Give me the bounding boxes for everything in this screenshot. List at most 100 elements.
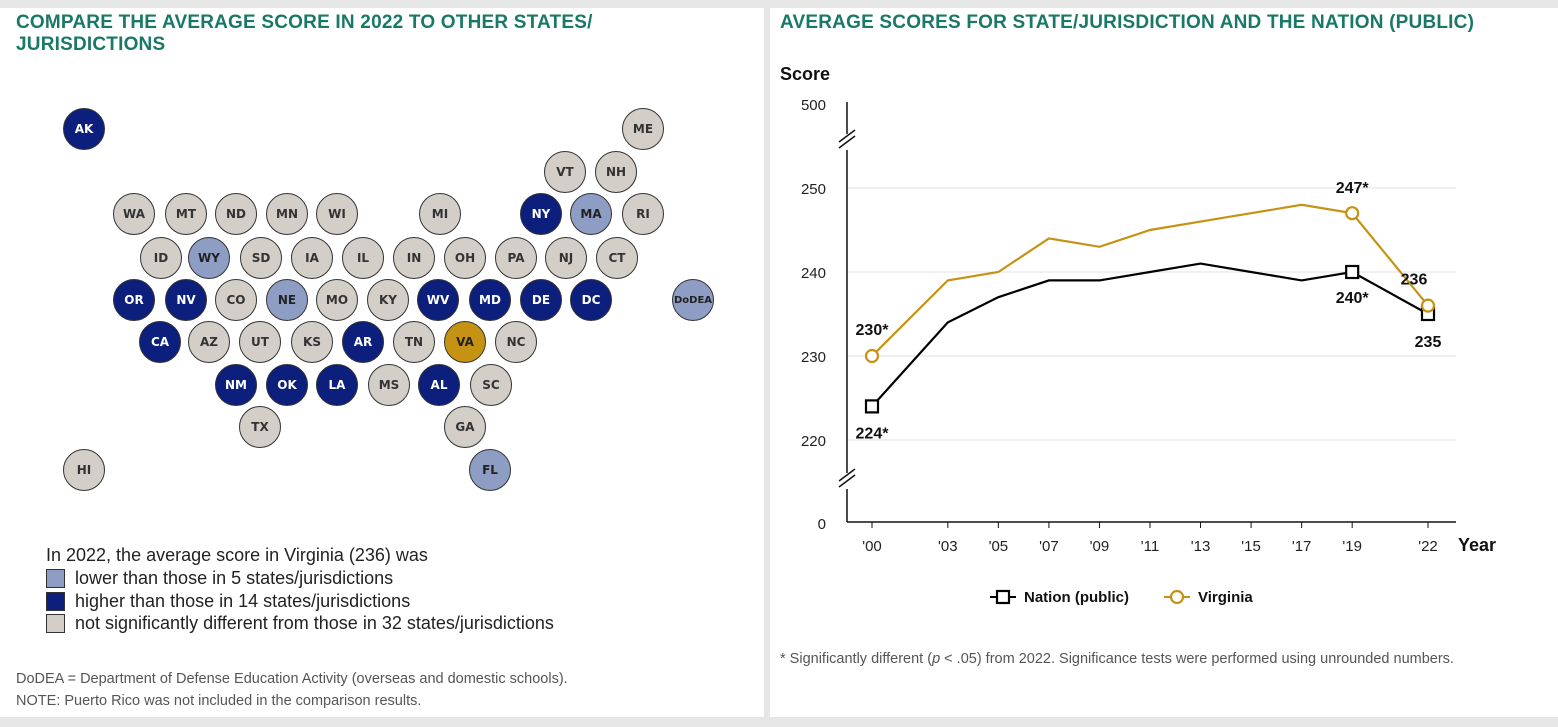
top-divider-right [770, 0, 1558, 8]
state-tile-co: CO [215, 279, 257, 321]
legend-swatch-higher [46, 592, 65, 611]
x-tick-label-2011: '11 [1141, 538, 1159, 555]
x-tick-label-2022: '22 [1418, 538, 1438, 555]
axis-break-upper-1 [838, 135, 856, 149]
state-tile-tx: TX [239, 406, 281, 448]
y-tick-label-220: 220 [801, 433, 826, 450]
state-tile-ky: KY [367, 279, 409, 321]
state-tile-wv: WV [417, 279, 459, 321]
note-dodea: DoDEA = Department of Defense Education … [16, 671, 568, 687]
state-tile-pa: PA [495, 237, 537, 279]
axis-break-lower-3 [838, 474, 856, 488]
state-tile-hi: HI [63, 449, 105, 491]
state-tile-mt: MT [165, 193, 207, 235]
state-tile-ia: IA [291, 237, 333, 279]
legend-text-lower: lower than those in 5 states/jurisdictio… [75, 568, 394, 588]
x-tick-label-2017: '17 [1292, 538, 1312, 555]
state-tile-ga: GA [444, 406, 486, 448]
top-divider-left [0, 0, 764, 8]
state-tile-va: VA [444, 321, 486, 363]
x-tick-label-2005: '05 [989, 538, 1009, 555]
state-tile-il: IL [342, 237, 384, 279]
data-label-virginia-2000: 230* [856, 322, 890, 339]
state-tile-wi: WI [316, 193, 358, 235]
state-tile-in: IN [393, 237, 435, 279]
legend-marker-nation [995, 589, 1011, 605]
bottom-divider-right [770, 717, 1558, 727]
x-tick-label-2007: '07 [1039, 538, 1059, 555]
state-tile-de: DE [520, 279, 562, 321]
y-axis-label: Score [780, 64, 830, 84]
state-tile-nm: NM [215, 364, 257, 406]
state-tile-sc: SC [470, 364, 512, 406]
x-axis-label: Year [1458, 535, 1496, 555]
map-panel-title: COMPARE THE AVERAGE SCORE IN 2022 TO OTH… [16, 12, 593, 55]
data-label-virginia-2022: 236 [1401, 272, 1428, 289]
state-tile-ak: AK [63, 108, 105, 150]
line-chart: Score 500 250 240 230 220 0 '00 '03 '05 '07 '09 '11 '… [780, 64, 1496, 606]
state-tile-sd: SD [240, 237, 282, 279]
data-label-nation-2000: 224* [856, 425, 890, 442]
state-tile-oh: OH [444, 237, 486, 279]
state-tile-fl: FL [469, 449, 511, 491]
data-label-nation-2019: 240* [1336, 290, 1370, 307]
state-tile-ks: KS [291, 321, 333, 363]
state-tile-or: OR [113, 279, 155, 321]
state-tile-az: AZ [188, 321, 230, 363]
legend-text-not-different: not significantly different from those i… [75, 613, 554, 633]
y-tick-label-250: 250 [801, 181, 826, 198]
legend-label-nation: Nation (public) [1024, 589, 1129, 606]
state-tile-dc: DC [570, 279, 612, 321]
series-line-virginia [871, 203, 1429, 357]
x-tick-label-2019: '19 [1342, 538, 1362, 555]
legend-item-not-different: not significantly different from those i… [46, 613, 554, 634]
state-tile-nd: ND [215, 193, 257, 235]
state-tile-vt: VT [544, 151, 586, 193]
legend-intro: In 2022, the average score in Virginia (… [46, 545, 428, 565]
legend-swatch-not-different [46, 614, 65, 633]
data-point-nation-2019 [1345, 264, 1360, 280]
state-tile-nh: NH [595, 151, 637, 193]
state-tile-me: ME [622, 108, 664, 150]
state-tile-mn: MN [266, 193, 308, 235]
state-tile-id: ID [140, 237, 182, 279]
panel-divider [764, 0, 770, 727]
state-tile-ct: CT [596, 237, 638, 279]
y-tick-label-500: 500 [801, 97, 826, 114]
state-tile-dodea: DoDEA [672, 279, 714, 321]
chart-footnote: * Significantly different (p < .05) from… [780, 650, 1520, 668]
state-tile-ne: NE [266, 279, 308, 321]
legend-item-higher: higher than those in 14 states/jurisdict… [46, 591, 410, 612]
state-tile-ut: UT [239, 321, 281, 363]
footnote-text: Significantly different (p < .05) from 2… [789, 651, 1454, 667]
data-point-virginia-2019 [1345, 206, 1360, 221]
y-tick-label-0: 0 [818, 516, 826, 533]
axis-break-lower-2 [838, 468, 856, 482]
chart-title: AVERAGE SCORES FOR STATE/JURISDICTION AN… [780, 12, 1475, 33]
state-tile-ms: MS [368, 364, 410, 406]
state-tile-ok: OK [266, 364, 308, 406]
state-tile-nj: NJ [545, 237, 587, 279]
state-tile-nc: NC [495, 321, 537, 363]
state-tile-tn: TN [393, 321, 435, 363]
data-point-virginia-2000 [864, 348, 880, 364]
x-tick-label-2015: '15 [1241, 538, 1261, 555]
state-tile-ma: MA [570, 193, 612, 235]
x-tick-label-2013: '13 [1191, 538, 1211, 555]
data-label-virginia-2019: 247* [1336, 180, 1370, 197]
state-tile-ny: NY [520, 193, 562, 235]
x-tick-label-2000: '00 [862, 538, 882, 555]
state-tile-wy: WY [188, 237, 230, 279]
state-tile-ca: CA [139, 321, 181, 363]
note-puerto-rico: NOTE: Puerto Rico was not included in th… [16, 693, 422, 709]
y-tick-label-230: 230 [801, 349, 826, 366]
axis-break-upper-0 [838, 129, 856, 143]
y-tick-label-240: 240 [801, 265, 826, 282]
state-tile-ar: AR [342, 321, 384, 363]
series-line-nation [871, 262, 1429, 408]
legend-text-higher: higher than those in 14 states/jurisdict… [75, 591, 411, 611]
legend-swatch-lower [46, 569, 65, 588]
x-tick-label-2003: '03 [938, 538, 958, 555]
state-tile-mo: MO [316, 279, 358, 321]
state-tile-ri: RI [622, 193, 664, 235]
